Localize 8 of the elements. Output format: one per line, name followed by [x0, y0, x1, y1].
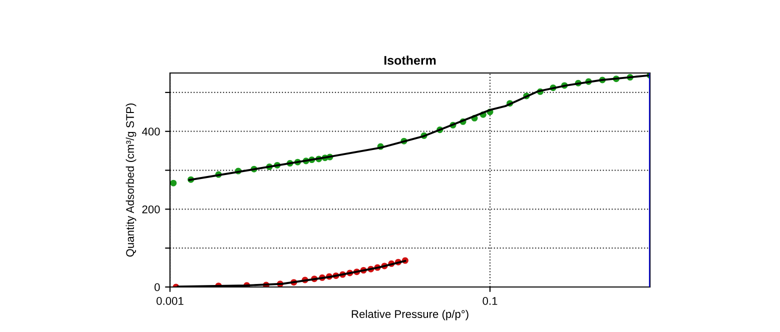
- y-tick-label: 400: [142, 128, 160, 136]
- x-tick-label: 0.1: [482, 297, 498, 305]
- x-axis-title: Relative Pressure (p/p°): [352, 310, 468, 320]
- y-tick-label: 200: [142, 205, 160, 214]
- chart-title: Isotherm: [384, 56, 436, 65]
- y-tick-label: 0: [154, 283, 160, 292]
- y-axis-title: Quantity Adsorbed (cm³/g STP): [126, 103, 136, 257]
- x-tick-label: 0.001: [156, 297, 184, 305]
